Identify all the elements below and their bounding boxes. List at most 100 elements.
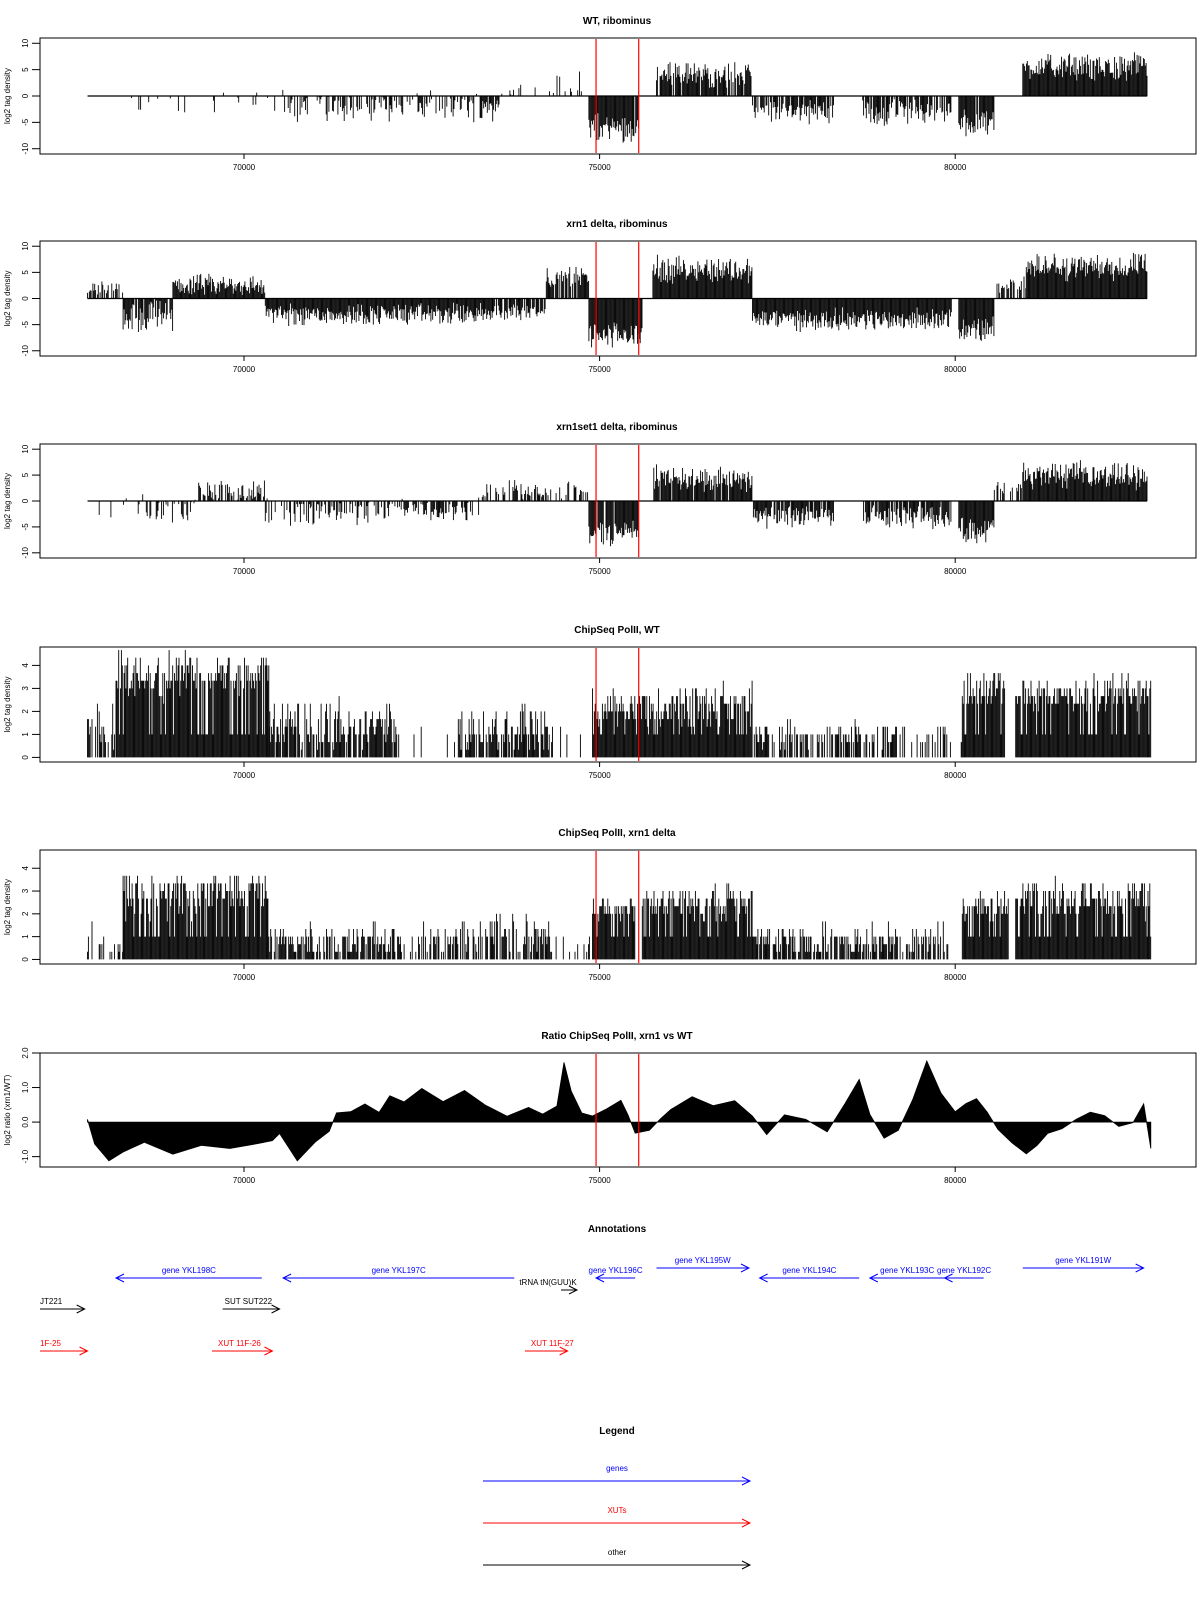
data-marks <box>87 1059 1152 1162</box>
data-segment-9 <box>862 96 952 126</box>
y-tick-label: 2.0 <box>21 1047 30 1059</box>
data-segment-7 <box>550 936 590 960</box>
data-segment-12 <box>993 482 1022 501</box>
feature-label: gene YKL191W <box>1055 1256 1111 1265</box>
annotations-title: Annotations <box>588 1224 647 1235</box>
y-axis-label: log2 tag density <box>3 270 12 326</box>
feature-label: XUT 11F-27 <box>531 1339 574 1348</box>
data-segment-11 <box>958 298 995 341</box>
data-segment-5 <box>492 298 546 321</box>
data-segment-9 <box>641 883 753 960</box>
y-tick-label: 4 <box>21 865 30 870</box>
plot-frame <box>39 646 1197 763</box>
annotation-feature-2: gene YKL197C <box>281 1266 515 1283</box>
chart-title: Ratio ChipSeq PolII, xrn1 vs WT <box>541 1031 692 1042</box>
feature-label: gene YKL198C <box>162 1266 216 1275</box>
plot-frame <box>39 849 1197 965</box>
y-tick-label: 5 <box>21 67 30 72</box>
data-marks <box>98 460 1148 547</box>
data-segment-10 <box>863 501 952 530</box>
annotation-feature-11: SUT SUT222 <box>222 1297 281 1314</box>
data-segment-1 <box>87 703 115 758</box>
y-tick-label: 2 <box>21 911 30 916</box>
data-segment-11 <box>961 891 1009 960</box>
annotation-feature-9: gene YKL191W <box>1022 1256 1145 1273</box>
y-tick-label: 10 <box>21 444 30 453</box>
data-segment-11 <box>1022 52 1148 96</box>
chart-title: xrn1 delta, ribominus <box>566 219 668 230</box>
chart-title: ChipSeq PolII, WT <box>574 625 660 636</box>
y-tick-label: -1.0 <box>21 1149 30 1163</box>
data-segment-11 <box>911 726 963 758</box>
x-tick-label: 75000 <box>588 365 611 374</box>
data-segment-2 <box>137 494 195 523</box>
y-tick-label: -5 <box>21 523 30 531</box>
data-segment-5 <box>400 936 420 960</box>
chart-panel-6: Ratio ChipSeq PolII, xrn1 vs WT log2 rati… <box>3 1031 1197 1185</box>
feature-arrowhead <box>594 1273 605 1283</box>
data-segment-8 <box>653 464 753 501</box>
x-tick-label: 80000 <box>944 1176 967 1185</box>
annotation-feature-3: tRNA tN(GUU)K <box>519 1278 579 1295</box>
annotation-feature-13: XUT 11F-26 <box>211 1339 274 1356</box>
chart-panel-5: ChipSeq PolII, xrn1 delta log2 tag densit… <box>3 828 1197 982</box>
x-tick-label: 75000 <box>588 567 611 576</box>
y-tick-label: 10 <box>21 241 30 250</box>
x-tick-label: 80000 <box>944 771 967 780</box>
feature-arrowhead <box>559 1346 569 1356</box>
data-segment-4 <box>268 696 398 758</box>
data-segment-13 <box>1025 252 1148 299</box>
legend-item-genes: genes <box>483 1464 752 1486</box>
data-segment-4 <box>501 84 550 97</box>
x-tick-label: 70000 <box>233 1176 256 1185</box>
legend-genes-arrowhead <box>741 1476 752 1486</box>
y-tick-label: 2 <box>21 709 30 714</box>
x-tick-label: 80000 <box>944 365 967 374</box>
annotation-features: gene YKL198C gene YKL197C tRNA tN(GUU)K gen… <box>40 1256 1145 1356</box>
feature-arrowhead <box>868 1273 879 1283</box>
data-segment-2 <box>122 875 201 960</box>
x-tick-label: 75000 <box>588 771 611 780</box>
data-segment-5 <box>398 726 455 758</box>
annotation-feature-6: gene YKL194C <box>758 1266 860 1283</box>
ratio-area <box>87 1059 1152 1162</box>
legend-panel: Legend genes XUTs other <box>483 1426 752 1570</box>
y-tick-label: 0.0 <box>21 1116 30 1128</box>
data-segment-12 <box>961 673 1006 758</box>
feature-arrowhead <box>79 1346 89 1356</box>
y-tick-label: 3 <box>21 888 30 893</box>
y-tick-label: -5 <box>21 118 30 126</box>
legend-genes-label: genes <box>606 1464 628 1473</box>
annotation-feature-10: JT221 <box>40 1297 86 1314</box>
feature-label: JT221 <box>40 1297 63 1306</box>
y-tick-label: 1 <box>21 732 30 737</box>
data-segment-8 <box>652 254 753 299</box>
y-axis-label: log2 tag density <box>3 676 12 732</box>
x-tick-label: 80000 <box>944 567 967 576</box>
data-segment-8 <box>752 96 834 125</box>
data-marks <box>87 252 1148 348</box>
feature-arrowhead <box>943 1273 953 1283</box>
y-tick-label: 0 <box>21 498 30 503</box>
feature-label: XUT 11F-26 <box>218 1339 261 1348</box>
chart-panel-1: WT, ribominus log2 tag density 10 5 0 -5 -10 70… <box>3 16 1197 172</box>
feature-label: gene YKL192C <box>937 1266 991 1275</box>
annotation-feature-1: gene YKL198C <box>114 1266 262 1283</box>
x-tick-label: 75000 <box>588 973 611 982</box>
feature-label: gene YKL197C <box>372 1266 426 1275</box>
data-segment-2 <box>115 650 202 758</box>
legend-xuts-arrowhead <box>741 1518 752 1528</box>
y-tick-label: 5 <box>21 270 30 275</box>
y-axis-label: log2 tag density <box>3 879 12 935</box>
data-segment-8 <box>592 688 639 758</box>
data-segment-7 <box>551 726 581 758</box>
y-tick-label: 0 <box>21 957 30 962</box>
annotations-panel: Annotations gene YKL198C gene YKL197C tRNA… <box>40 1224 1145 1356</box>
data-segment-12 <box>1015 875 1152 960</box>
data-segment-3 <box>200 875 270 960</box>
legend-xuts-label: XUTs <box>607 1506 626 1515</box>
chart-title: xrn1set1 delta, ribominus <box>556 422 678 433</box>
feature-label: gene YKL196C <box>589 1266 643 1275</box>
x-tick-label: 75000 <box>588 1176 611 1185</box>
feature-label: gene YKL194C <box>782 1266 836 1275</box>
